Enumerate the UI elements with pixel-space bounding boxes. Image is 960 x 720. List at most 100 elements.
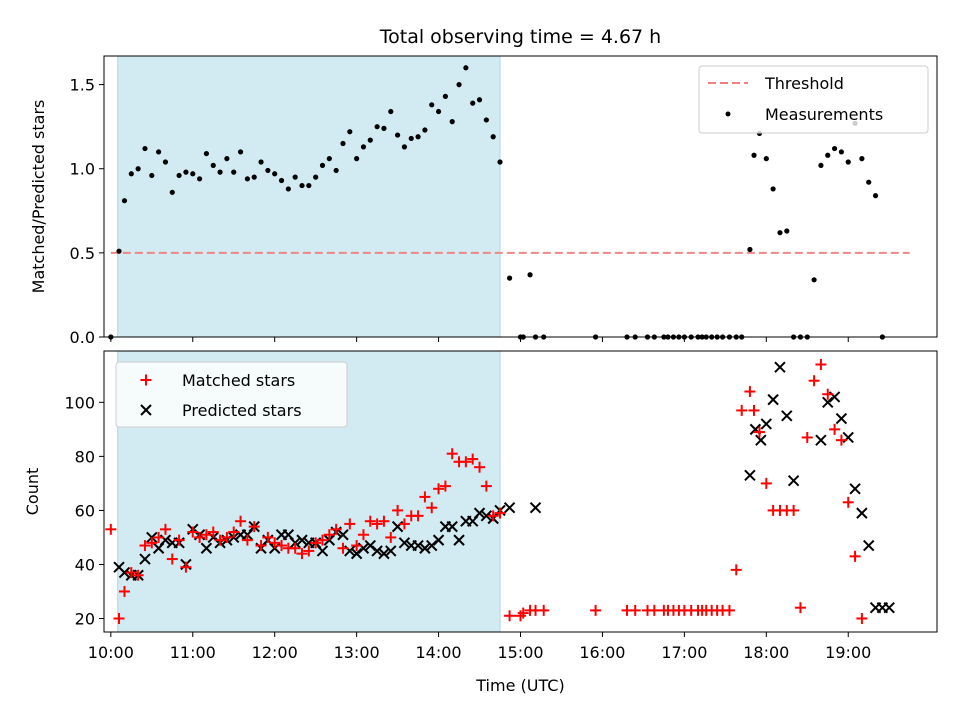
matched-star-point xyxy=(105,523,117,535)
measurement-point xyxy=(354,156,360,162)
matched-star-point xyxy=(392,504,404,516)
x-tick-label: 10:00 xyxy=(88,643,134,662)
measurement-point xyxy=(319,162,326,168)
ratio-legend-box xyxy=(698,65,929,134)
matched-star-point xyxy=(364,515,376,527)
ratio-plot-area xyxy=(108,65,910,340)
measurement-point xyxy=(435,108,442,115)
matched-star-point xyxy=(467,453,479,465)
count-legend: Matched stars Predicted stars xyxy=(115,361,348,428)
matched-star-point xyxy=(419,491,431,503)
measurement-point xyxy=(169,189,175,195)
predicted-star-point xyxy=(350,547,363,560)
measurement-point xyxy=(838,149,845,155)
legend-matched-label: Matched stars xyxy=(182,371,295,390)
count-x-axis-label: Time (UTC) xyxy=(475,676,564,695)
measurement-point xyxy=(237,149,244,155)
measurement-point xyxy=(278,177,285,184)
predicted-star-point xyxy=(774,361,786,373)
measurement-point xyxy=(483,117,489,123)
predicted-star-point xyxy=(200,542,213,554)
matched-star-point xyxy=(730,564,742,576)
matched-star-point xyxy=(480,480,492,492)
matched-star-point xyxy=(289,542,301,554)
count-y-ticks: 20 40 60 80 100 xyxy=(64,393,104,628)
matched-star-point xyxy=(207,526,219,538)
matched-star-point xyxy=(139,540,151,552)
matched-star-point xyxy=(228,526,240,538)
measurement-point xyxy=(442,93,448,99)
measurement-point xyxy=(388,108,394,115)
measurement-point xyxy=(244,176,250,182)
x-tick-label: 17:00 xyxy=(661,643,707,662)
predicted-star-point xyxy=(453,534,465,546)
measurement-point xyxy=(210,162,216,168)
matched-star-point xyxy=(808,375,820,387)
measurement-point xyxy=(360,144,367,150)
measurement-point xyxy=(306,182,312,189)
measurement-point xyxy=(763,156,769,162)
measurement-point xyxy=(340,140,346,147)
measurement-point xyxy=(394,132,401,138)
predicted-star-point xyxy=(767,393,779,406)
matched-star-point xyxy=(330,523,342,535)
matched-star-point xyxy=(194,531,206,543)
predicted-star-point xyxy=(296,534,308,546)
predicted-star-point xyxy=(744,469,756,481)
predicted-star-point xyxy=(378,547,390,560)
matched-star-point xyxy=(760,477,772,489)
predicted-star-point xyxy=(316,545,329,557)
measurement-point xyxy=(866,179,872,185)
matched-star-point xyxy=(723,604,735,616)
matched-star-point xyxy=(378,515,390,527)
matched-star-point xyxy=(648,604,660,616)
predicted-star-point xyxy=(446,520,458,533)
predicted-star-point xyxy=(849,483,861,495)
matched-star-point xyxy=(235,515,247,527)
matched-star-point xyxy=(180,561,192,573)
x-tick-label: 16:00 xyxy=(579,643,625,662)
matched-star-point xyxy=(398,518,410,530)
measurement-point xyxy=(859,156,865,162)
predicted-star-point xyxy=(371,545,383,557)
measurement-point xyxy=(347,129,353,135)
matched-star-point xyxy=(255,540,267,552)
measurement-point xyxy=(258,159,264,165)
measurement-point xyxy=(422,127,428,133)
measurement-point xyxy=(818,162,824,168)
measurement-point xyxy=(527,272,533,278)
ratio-y-tick-label: 1.5 xyxy=(70,76,95,95)
count-y-tick-label: 40 xyxy=(75,555,95,574)
predicted-star-point xyxy=(364,539,376,552)
x-tick-label: 15:00 xyxy=(497,643,543,662)
matched-star-point xyxy=(433,483,445,495)
legend-predicted-swatch xyxy=(140,404,152,416)
predicted-star-point xyxy=(755,434,767,446)
matched-star-point xyxy=(426,502,438,514)
ratio-x-ticks xyxy=(110,337,849,342)
count-legend-box xyxy=(115,361,348,428)
measurement-point xyxy=(811,277,817,283)
matched-star-point xyxy=(748,404,760,416)
ratio-y-ticks: 0.0 0.5 1.0 1.5 xyxy=(70,76,104,347)
count-x-ticks: 10:00 11:00 12:00 13:00 14:00 15:00 16:00 17:00… xyxy=(88,632,871,662)
matched-star-point xyxy=(753,426,765,438)
measurement-point xyxy=(135,166,141,172)
predicted-star-point xyxy=(398,537,411,549)
legend-cross-glyph xyxy=(140,404,152,416)
measurement-point xyxy=(381,125,387,131)
ratio-y-tick-label: 0.5 xyxy=(70,244,95,263)
measurement-point xyxy=(333,167,339,174)
x-tick-label: 12:00 xyxy=(252,643,298,662)
predicted-star-point xyxy=(760,418,773,430)
measurement-point xyxy=(272,171,278,177)
matched-star-point xyxy=(118,585,130,597)
matched-star-point xyxy=(801,431,813,443)
predicted-star-point xyxy=(822,396,834,409)
predicted-star-point xyxy=(835,412,848,425)
matched-star-point xyxy=(132,569,144,581)
matched-star-point xyxy=(214,534,226,546)
measurement-point xyxy=(203,150,210,157)
matched-star-point xyxy=(794,602,806,614)
